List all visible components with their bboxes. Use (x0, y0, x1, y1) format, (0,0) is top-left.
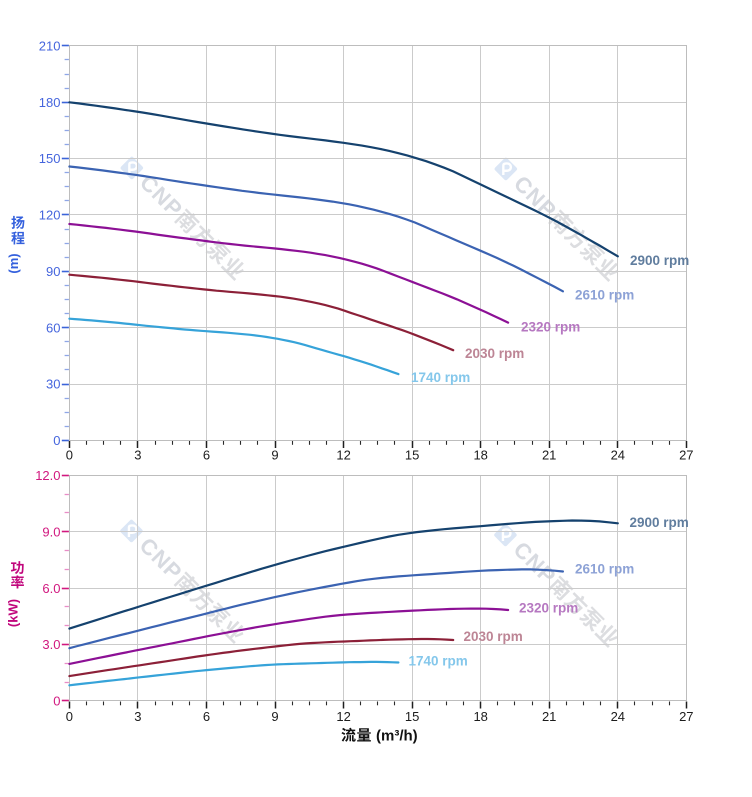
svg-text:2900 rpm: 2900 rpm (630, 515, 689, 530)
svg-text:2320 rpm: 2320 rpm (521, 319, 580, 334)
svg-text:24: 24 (611, 709, 625, 724)
svg-text:6: 6 (203, 447, 210, 462)
svg-text:9: 9 (271, 709, 278, 724)
svg-text:6.0: 6.0 (42, 581, 60, 596)
svg-text:3: 3 (134, 447, 141, 462)
svg-text:90: 90 (46, 264, 60, 279)
svg-text:2610 rpm: 2610 rpm (575, 562, 634, 577)
svg-text:(m): (m) (6, 253, 21, 273)
svg-text:2610 rpm: 2610 rpm (575, 288, 634, 303)
svg-text:2030 rpm: 2030 rpm (465, 346, 524, 361)
svg-text:0: 0 (53, 694, 60, 709)
svg-text:1740 rpm: 1740 rpm (411, 370, 470, 385)
svg-text:27: 27 (679, 709, 693, 724)
svg-text:9.0: 9.0 (42, 524, 60, 539)
svg-text:12: 12 (336, 447, 350, 462)
svg-text:9: 9 (271, 447, 278, 462)
svg-text:1740 rpm: 1740 rpm (409, 654, 468, 669)
svg-text:(m³/h): (m³/h) (376, 728, 418, 745)
svg-text:24: 24 (611, 447, 625, 462)
svg-text:2900 rpm: 2900 rpm (630, 253, 689, 268)
svg-text:0: 0 (66, 709, 73, 724)
svg-text:15: 15 (405, 709, 419, 724)
svg-text:2320 rpm: 2320 rpm (519, 601, 578, 616)
svg-text:210: 210 (39, 39, 61, 54)
svg-text:60: 60 (46, 320, 60, 335)
svg-text:3.0: 3.0 (42, 637, 60, 652)
svg-text:21: 21 (542, 709, 556, 724)
svg-text:12: 12 (336, 709, 350, 724)
svg-text:21: 21 (542, 447, 556, 462)
svg-text:6: 6 (203, 709, 210, 724)
svg-text:12.0: 12.0 (35, 468, 60, 483)
svg-text:2030 rpm: 2030 rpm (464, 629, 523, 644)
svg-text:0: 0 (53, 433, 60, 448)
svg-text:18: 18 (473, 709, 487, 724)
svg-text:0: 0 (66, 447, 73, 462)
svg-text:(kW): (kW) (6, 599, 21, 627)
svg-text:120: 120 (39, 208, 61, 223)
svg-text:18: 18 (473, 447, 487, 462)
svg-text:150: 150 (39, 151, 61, 166)
svg-text:3: 3 (134, 709, 141, 724)
svg-text:27: 27 (679, 447, 693, 462)
svg-text:15: 15 (405, 447, 419, 462)
svg-text:30: 30 (46, 377, 60, 392)
svg-text:180: 180 (39, 95, 61, 110)
